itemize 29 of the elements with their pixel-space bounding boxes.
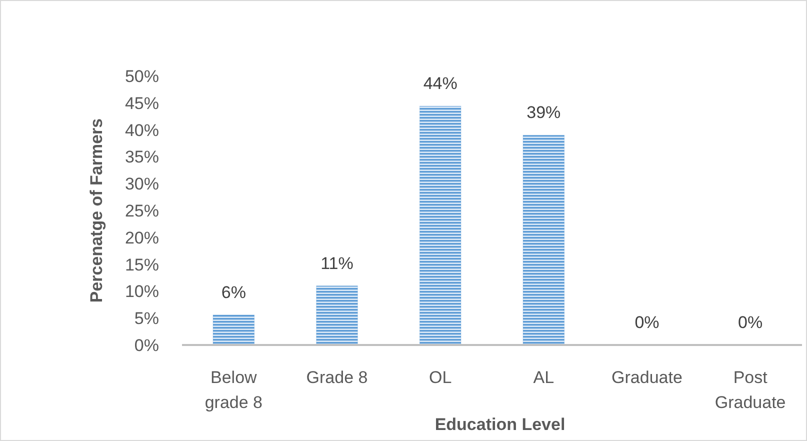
data-label: 11%: [320, 254, 354, 273]
y-tick-label: 0%: [134, 336, 159, 355]
data-label: 0%: [634, 313, 660, 332]
y-tick-label: 15%: [124, 255, 159, 274]
y-tick-label: 25%: [124, 201, 159, 220]
bar: [419, 106, 462, 346]
x-tick-label: Below grade 8: [204, 368, 263, 412]
data-label: 39%: [526, 103, 561, 122]
y-tick-label: 5%: [134, 309, 159, 328]
x-tick-label: AL: [533, 368, 554, 387]
data-label: 6%: [221, 282, 246, 302]
x-tick-label: Grade 8: [306, 368, 368, 387]
bar: [316, 286, 358, 346]
x-tick-label: Graduate: [612, 368, 682, 387]
x-tick-label: OL: [428, 368, 452, 387]
bar: [522, 134, 565, 346]
data-label: 44%: [423, 74, 458, 94]
y-tick-label: 45%: [124, 94, 159, 113]
y-tick-label: 10%: [124, 282, 159, 302]
x-tick-label: Post Graduate: [714, 368, 786, 412]
y-tick-label: 30%: [124, 174, 159, 194]
y-tick-label: 40%: [124, 120, 159, 140]
x-axis-title: Education Level: [434, 415, 566, 434]
y-axis-title: Percenatge of Farmers: [87, 118, 106, 303]
y-tick-label: 50%: [124, 66, 159, 86]
y-tick-label: 35%: [124, 148, 159, 167]
y-tick-label: 20%: [124, 228, 159, 248]
bar: [212, 314, 255, 346]
data-label: 0%: [738, 313, 763, 332]
